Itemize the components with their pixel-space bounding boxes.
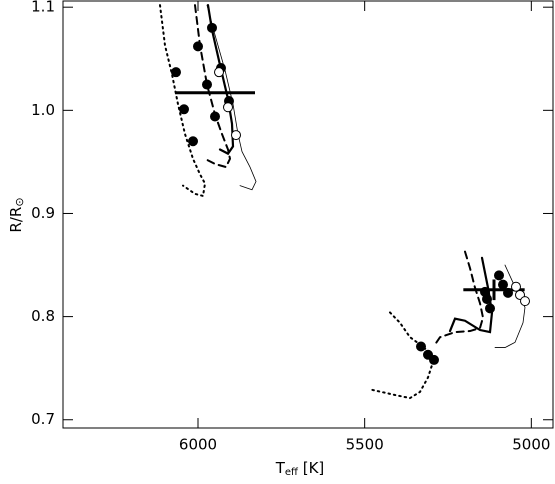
x-axis-label: Teff [K] — [275, 459, 325, 479]
model-point — [179, 104, 189, 115]
x-label-main: T — [275, 459, 286, 477]
track-line — [194, 4, 232, 169]
model-point — [188, 136, 198, 147]
model-point — [429, 354, 439, 365]
x-label-unit: [K] — [298, 459, 324, 477]
y-axis-label: R/R⊙ — [7, 197, 27, 232]
track-line — [206, 4, 257, 191]
model-point — [202, 79, 212, 90]
model-point — [171, 67, 181, 78]
x-tick-label: 5500 — [346, 436, 384, 454]
x-tick-label: 5000 — [512, 436, 550, 454]
y-tick-label: 1.1 — [31, 0, 55, 16]
model-point — [498, 279, 508, 290]
model-point — [416, 341, 426, 352]
model-point — [207, 22, 217, 33]
x-label-sub: eff — [285, 467, 299, 478]
model-point — [485, 303, 495, 314]
model-point — [231, 130, 241, 141]
x-tick-label: 6000 — [179, 436, 217, 454]
model-point — [511, 281, 521, 292]
model-point — [214, 67, 224, 78]
model-point — [210, 111, 220, 122]
y-tick-label: 0.9 — [31, 204, 55, 222]
y-tick-label: 0.8 — [31, 307, 55, 325]
y-tick-label: 0.7 — [31, 410, 55, 428]
model-point — [482, 294, 492, 305]
y-label-sub: ⊙ — [13, 197, 26, 206]
track-line — [159, 4, 207, 198]
track-line — [434, 250, 485, 346]
y-tick-label: 1.0 — [31, 101, 55, 119]
model-point — [223, 102, 233, 113]
model-point — [503, 287, 513, 298]
model-point — [520, 296, 530, 307]
y-label-main: R/R — [7, 207, 25, 233]
plot-frame — [62, 0, 554, 429]
model-point — [494, 270, 504, 281]
model-point — [193, 41, 203, 52]
